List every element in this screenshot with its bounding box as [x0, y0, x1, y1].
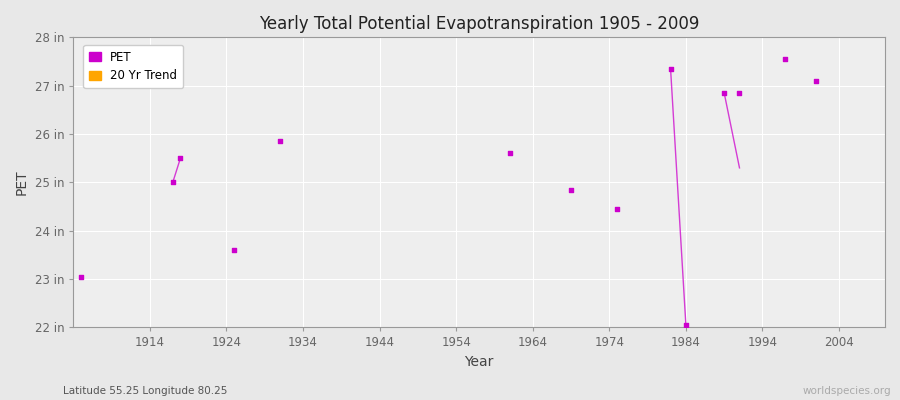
- Text: worldspecies.org: worldspecies.org: [803, 386, 891, 396]
- Point: [173, 155, 187, 162]
- Text: Latitude 55.25 Longitude 80.25: Latitude 55.25 Longitude 80.25: [63, 386, 228, 396]
- Legend: PET, 20 Yr Trend: PET, 20 Yr Trend: [83, 45, 184, 88]
- Point: [227, 247, 241, 253]
- X-axis label: Year: Year: [464, 355, 494, 369]
- Title: Yearly Total Potential Evapotranspiration 1905 - 2009: Yearly Total Potential Evapotranspiratio…: [259, 15, 699, 33]
- Point: [778, 56, 793, 62]
- Point: [809, 78, 824, 84]
- Point: [717, 90, 732, 96]
- Point: [563, 186, 578, 193]
- Y-axis label: PET: PET: [15, 170, 29, 195]
- Point: [733, 90, 747, 96]
- Point: [679, 322, 693, 328]
- Point: [273, 138, 287, 144]
- Point: [502, 150, 517, 156]
- Point: [610, 206, 625, 212]
- Point: [74, 274, 88, 280]
- Point: [166, 179, 180, 186]
- Point: [663, 66, 678, 72]
